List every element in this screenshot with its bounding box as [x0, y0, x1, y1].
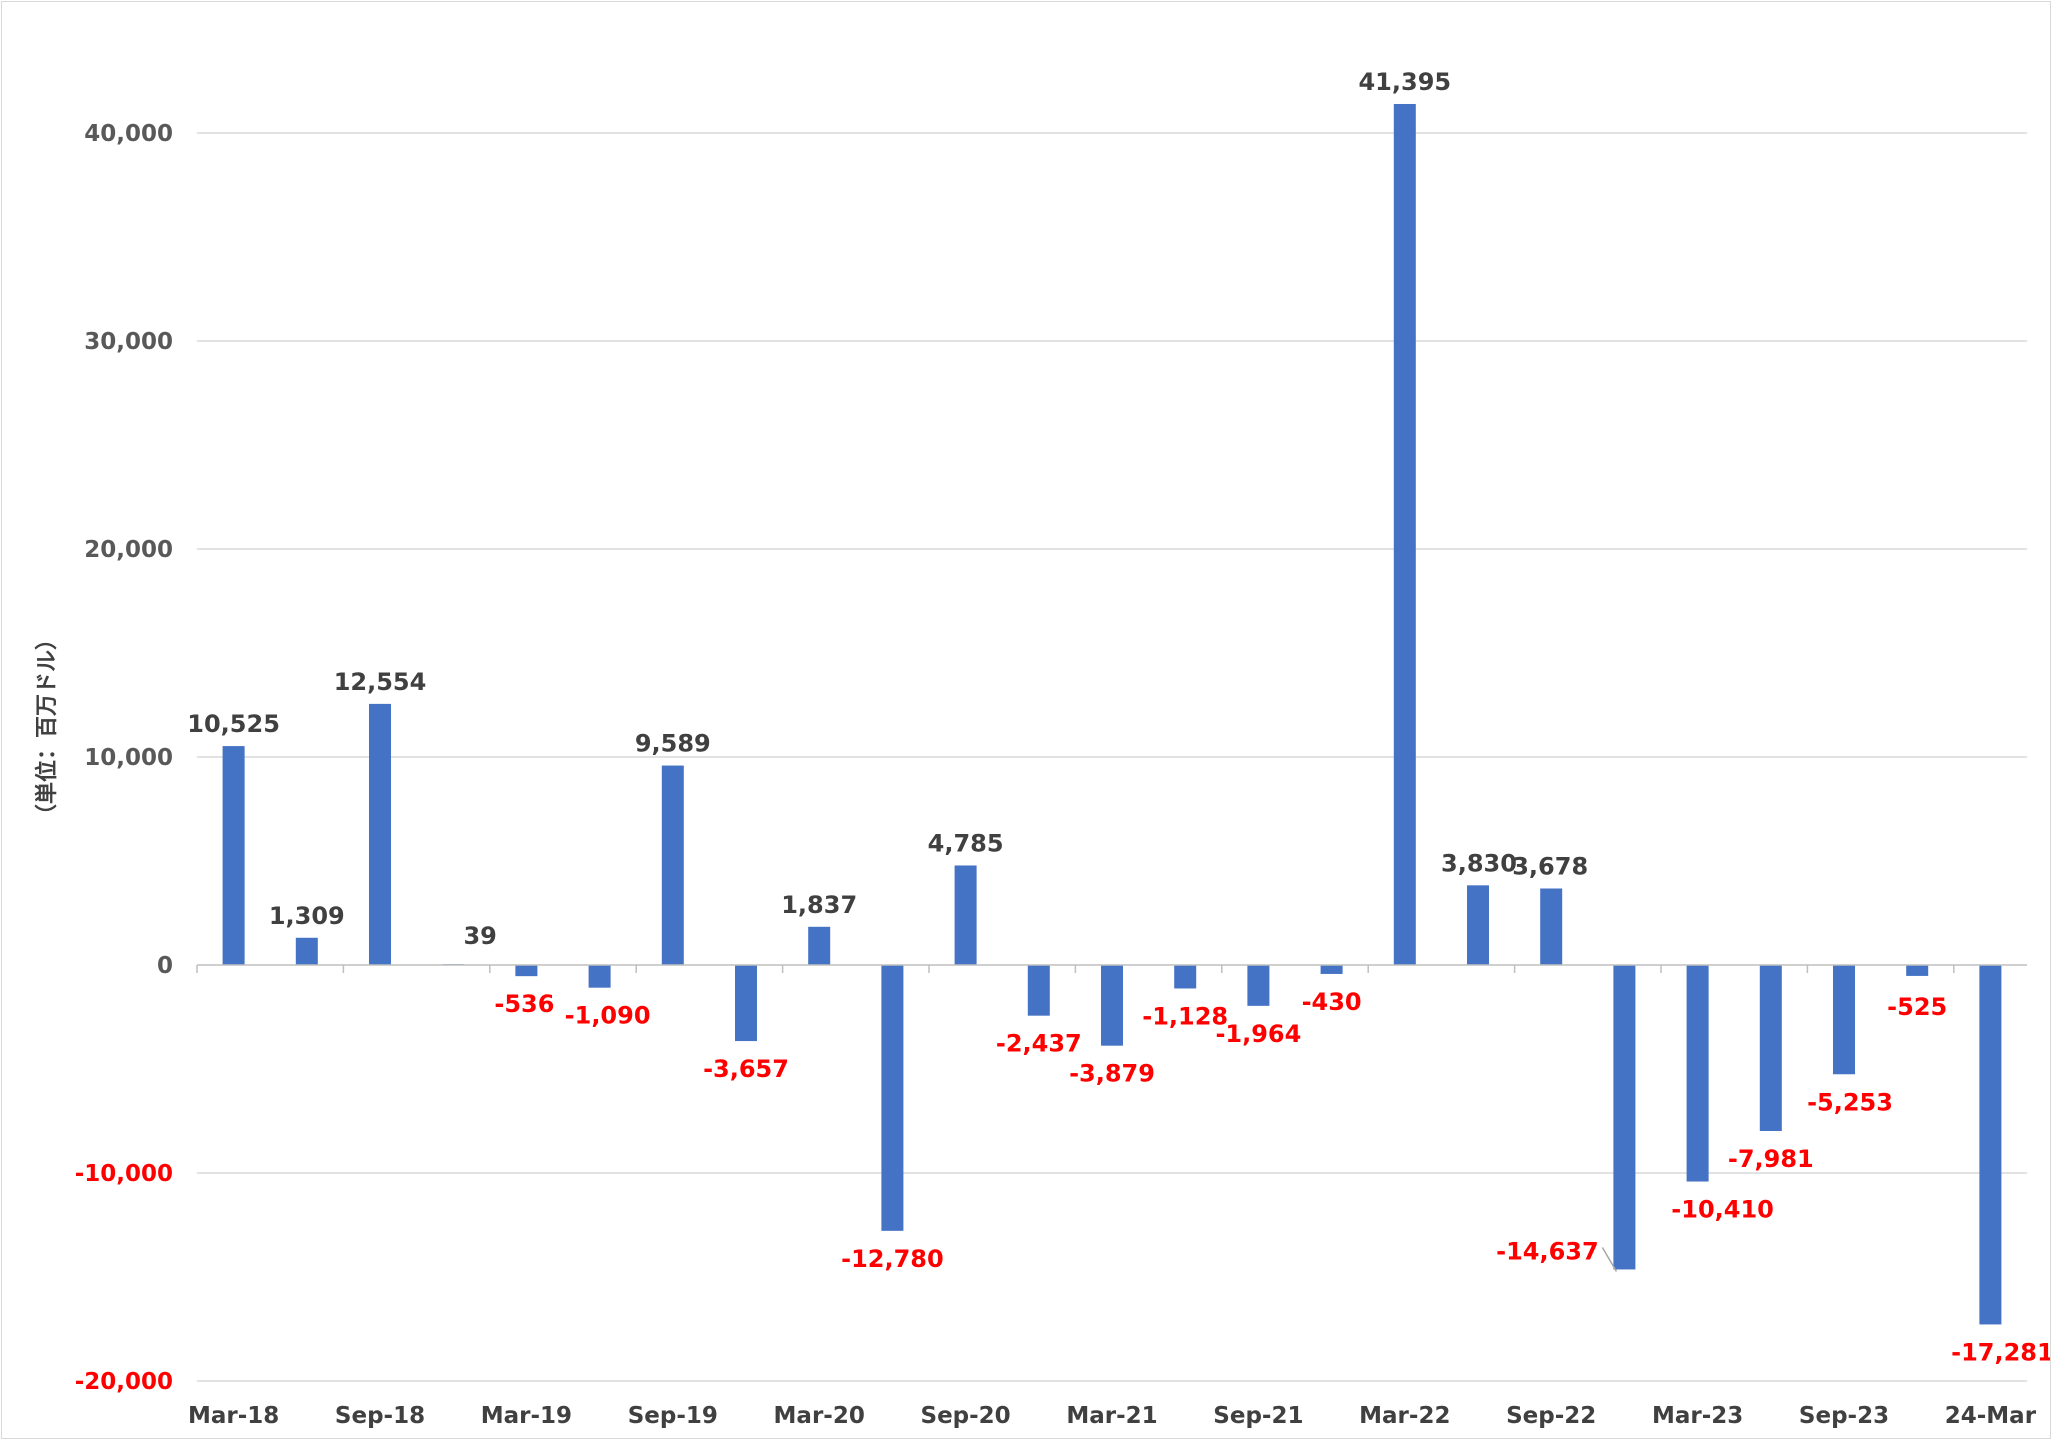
x-tick-label: Sep-21 — [1213, 1403, 1303, 1429]
bar — [1540, 888, 1563, 965]
bars — [222, 103, 2002, 1325]
x-tick-label: Mar-19 — [481, 1403, 572, 1429]
bar — [588, 965, 611, 988]
bar — [1393, 103, 1416, 965]
bar — [369, 703, 391, 965]
bar — [954, 865, 977, 965]
y-tick-label: 20,000 — [84, 537, 173, 563]
data-label: -3,879 — [1069, 1060, 1155, 1088]
data-label: -17,281 — [1951, 1338, 2050, 1366]
bar — [1686, 965, 1709, 1182]
category-axis — [196, 964, 2027, 973]
bar — [222, 746, 245, 965]
data-label: 1,837 — [781, 891, 857, 919]
bar — [808, 926, 831, 965]
bar — [1613, 965, 1636, 1270]
bar — [881, 965, 904, 1231]
bar — [1320, 965, 1343, 974]
data-label: -536 — [494, 990, 554, 1018]
bar — [1833, 965, 1855, 1075]
x-tick-label: Sep-22 — [1506, 1403, 1596, 1429]
x-tick-label: Mar-21 — [1066, 1403, 1157, 1429]
data-label: -1,128 — [1142, 1002, 1228, 1030]
data-label: -525 — [1887, 993, 1947, 1021]
data-label: 9,589 — [635, 730, 711, 758]
x-tick-label: Sep-19 — [628, 1403, 718, 1429]
data-label: -3,657 — [703, 1055, 789, 1083]
y-tick-label: 10,000 — [84, 745, 173, 771]
bar — [1906, 965, 1929, 976]
data-label: 41,395 — [1358, 68, 1451, 96]
bar — [1174, 965, 1197, 989]
data-label: -5,253 — [1807, 1088, 1893, 1116]
data-label: 3,830 — [1441, 849, 1517, 877]
data-label: -1,964 — [1215, 1020, 1301, 1048]
bar — [735, 965, 757, 1042]
y-tick-label: 40,000 — [84, 121, 173, 147]
y-tick-label: 30,000 — [84, 329, 173, 355]
bar — [1759, 965, 1782, 1132]
x-tick-label: Sep-23 — [1799, 1403, 1889, 1429]
x-tick-label: Mar-20 — [774, 1403, 865, 1429]
data-label: -430 — [1302, 988, 1362, 1016]
bar — [1027, 965, 1050, 1016]
y-tick-label: -10,000 — [75, 1161, 173, 1187]
data-label: -2,437 — [996, 1030, 1082, 1058]
x-tick-label: Mar-22 — [1359, 1403, 1450, 1429]
bar — [295, 937, 318, 965]
bar — [1979, 965, 2002, 1325]
data-label: -14,637 — [1496, 1237, 1599, 1265]
x-tick-label: Sep-18 — [335, 1403, 425, 1429]
x-tick-label: Mar-23 — [1652, 1403, 1743, 1429]
y-axis-title: （単位：百万ドル） — [34, 628, 60, 826]
bar — [1101, 965, 1123, 1046]
leader-line — [1601, 1247, 1618, 1272]
data-labels: 10,525 1,309 12,554 39 -536 -1,090 9,589 -3,657… — [187, 68, 2050, 1366]
gridlines — [197, 132, 2027, 1382]
x-tick-label: Sep-20 — [921, 1403, 1011, 1429]
bar — [661, 765, 684, 965]
data-label: 4,785 — [928, 829, 1004, 857]
data-label: -12,780 — [841, 1245, 944, 1273]
data-label: 3,678 — [1512, 852, 1588, 880]
bar — [515, 965, 538, 977]
data-label: -10,410 — [1671, 1196, 1774, 1224]
y-axis-tick-labels: -20,000 -10,000 0 10,000 20,000 30,000 40,000 — [75, 121, 173, 1395]
x-axis-tick-labels: Mar-18 Sep-18 Mar-19 Sep-19 Mar-20 Sep-20 Mar-… — [188, 1403, 2037, 1429]
y-tick-label: 0 — [157, 953, 173, 979]
bar — [1467, 885, 1489, 965]
data-label: -1,090 — [565, 1002, 651, 1030]
data-label: 10,525 — [187, 710, 280, 738]
x-tick-label: 24-Mar — [1945, 1403, 2037, 1429]
data-label: -7,981 — [1728, 1145, 1814, 1173]
data-label: 39 — [463, 922, 496, 950]
data-label: 1,309 — [269, 902, 345, 930]
y-tick-label: -20,000 — [75, 1369, 173, 1395]
bar — [1247, 965, 1270, 1006]
data-label: 12,554 — [334, 668, 427, 696]
x-tick-label: Mar-18 — [188, 1403, 279, 1429]
